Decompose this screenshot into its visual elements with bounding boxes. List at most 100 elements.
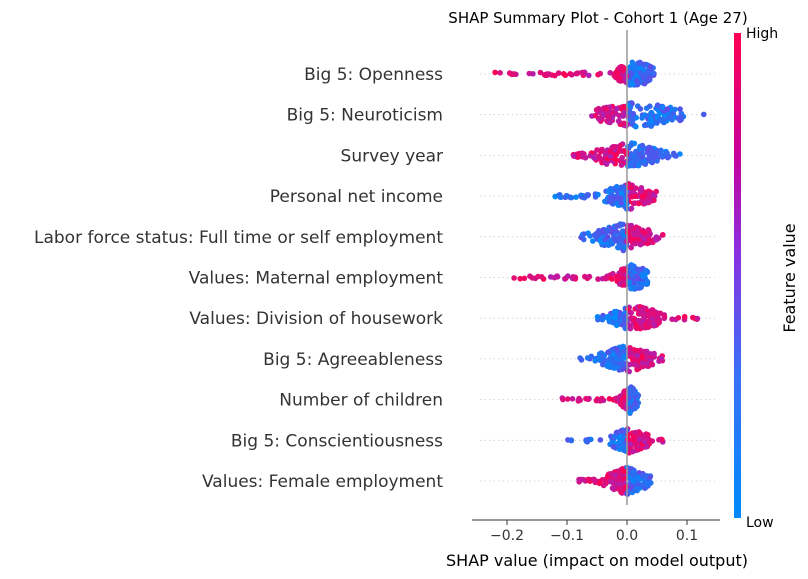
shap-point <box>541 71 548 78</box>
x-tick-label: 0.0 <box>616 528 638 544</box>
shap-point <box>643 354 650 361</box>
shap-point <box>626 279 633 286</box>
colorbar-title: Feature value <box>780 223 799 332</box>
shap-point <box>657 310 664 317</box>
shap-point <box>634 347 640 354</box>
shap-point <box>558 194 564 201</box>
shap-point <box>677 106 683 112</box>
shap-point <box>583 438 589 444</box>
shap-point <box>656 437 662 443</box>
shap-point <box>594 314 601 320</box>
shap-point <box>654 102 661 108</box>
shap-point <box>537 69 544 76</box>
shap-point <box>628 315 634 321</box>
shap-point <box>647 474 653 480</box>
shap-point <box>636 436 643 443</box>
shap-point <box>579 69 585 76</box>
shap-point <box>567 71 573 77</box>
shap-point <box>590 238 596 244</box>
shap-point <box>562 72 569 79</box>
shap-point <box>597 398 603 404</box>
shap-point <box>669 316 675 323</box>
shap-point <box>591 232 598 238</box>
shap-point <box>603 106 609 112</box>
shap-point <box>526 70 533 77</box>
shap-point <box>623 405 629 411</box>
shap-point <box>651 350 657 357</box>
shap-point <box>629 59 636 66</box>
feature-row: Big 5: Conscientiousness <box>231 426 715 456</box>
shap-point <box>517 275 523 282</box>
shap-point <box>599 316 606 323</box>
shap-point <box>630 110 637 117</box>
shap-point <box>614 183 620 190</box>
shap-point <box>609 319 616 326</box>
shap-point <box>584 355 591 361</box>
shap-point <box>627 484 634 491</box>
shap-point <box>636 60 643 67</box>
shap-point <box>639 360 646 366</box>
shap-point <box>621 120 627 127</box>
shap-point <box>646 75 653 81</box>
shap-point <box>607 148 614 155</box>
shap-point <box>620 274 626 281</box>
feature-row: Labor force status: Full time or self em… <box>34 221 715 254</box>
shap-point <box>612 70 618 77</box>
shap-point <box>642 200 649 206</box>
shap-point <box>635 200 642 207</box>
shap-point <box>638 353 645 360</box>
shap-point <box>649 153 656 159</box>
shap-point <box>600 112 607 118</box>
shap-point <box>664 154 671 161</box>
shap-point <box>591 476 597 483</box>
shap-point <box>613 346 620 353</box>
chart-title: SHAP Summary Plot - Cohort 1 (Age 27) <box>448 9 747 27</box>
shap-point <box>613 395 619 402</box>
shap-point <box>628 142 634 149</box>
feature-label: Number of children <box>279 391 443 411</box>
shap-point <box>591 155 597 161</box>
shap-point <box>578 357 585 363</box>
shap-point <box>647 103 653 109</box>
shap-point <box>619 154 625 161</box>
shap-point <box>649 70 656 77</box>
shap-point <box>610 444 617 450</box>
shap-point <box>628 205 635 212</box>
feature-label: Labor force status: Full time or self em… <box>34 228 443 248</box>
feature-label: Big 5: Neuroticism <box>287 106 443 126</box>
shap-point <box>604 227 610 234</box>
shap-point <box>621 468 627 475</box>
shap-point <box>620 348 627 355</box>
shap-point <box>611 308 618 315</box>
colorbar-low-label: Low <box>746 515 774 531</box>
shap-point <box>625 436 631 442</box>
shap-point <box>607 478 614 485</box>
shap-point <box>492 69 498 76</box>
shap-point <box>664 150 670 156</box>
shap-point <box>629 350 635 357</box>
shap-point <box>635 275 641 282</box>
shap-point <box>574 70 580 77</box>
feature-row: Values: Female employment <box>202 464 715 497</box>
feature-row: Big 5: Agreeableness <box>263 343 715 375</box>
shap-point <box>641 80 648 87</box>
shap-point <box>511 275 517 281</box>
shap-point <box>611 315 618 321</box>
feature-label: Big 5: Conscientiousness <box>231 431 443 451</box>
shap-point <box>635 236 642 243</box>
shap-point <box>609 356 616 362</box>
shap-point <box>576 395 582 402</box>
shap-point <box>634 323 640 329</box>
shap-point <box>610 270 616 277</box>
shap-point <box>597 238 604 245</box>
shap-point <box>618 190 625 197</box>
shap-point <box>628 162 634 169</box>
shap-point <box>583 395 589 402</box>
shap-point <box>609 485 616 491</box>
shap-point <box>645 312 652 319</box>
shap-point <box>606 113 612 120</box>
shap-point <box>648 109 655 116</box>
shap-point <box>646 320 653 326</box>
shap-point <box>646 236 653 243</box>
